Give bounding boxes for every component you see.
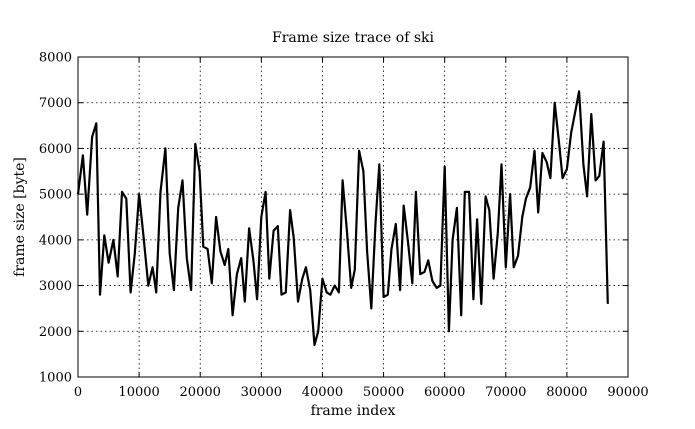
y-tick-label: 7000 [39,96,72,111]
x-tick-label: 30000 [241,385,282,400]
y-tick-label: 2000 [39,325,72,340]
x-tick-label: 80000 [546,385,587,400]
y-tick-label: 5000 [39,188,72,203]
x-axis: 0 10000 20000 30000 40000 50000 60000 70000 8000… [74,57,649,400]
x-tick-label: 90000 [607,385,648,400]
y-axis-label: frame size [byte] [12,157,28,277]
y-tick-label: 6000 [39,142,72,157]
x-tick-label: 70000 [485,385,526,400]
x-axis-label: frame index [311,403,396,419]
x-tick-label: 50000 [363,385,404,400]
x-tick-label: 60000 [424,385,465,400]
y-axis: 1000 2000 3000 4000 5000 6000 7000 8000 [39,51,628,386]
y-tick-label: 3000 [39,279,72,294]
x-tick-label: 10000 [118,385,159,400]
plot-frame [77,56,629,378]
x-tick-label: 40000 [302,385,343,400]
y-tick-label: 8000 [39,51,72,66]
y-tick-label: 1000 [39,371,72,386]
chart-title: Frame size trace of ski [272,30,435,46]
grid [78,57,628,377]
x-tick-label: 20000 [180,385,221,400]
y-tick-label: 4000 [39,233,72,248]
x-tick-label: 0 [74,385,82,400]
series-line [76,90,609,347]
